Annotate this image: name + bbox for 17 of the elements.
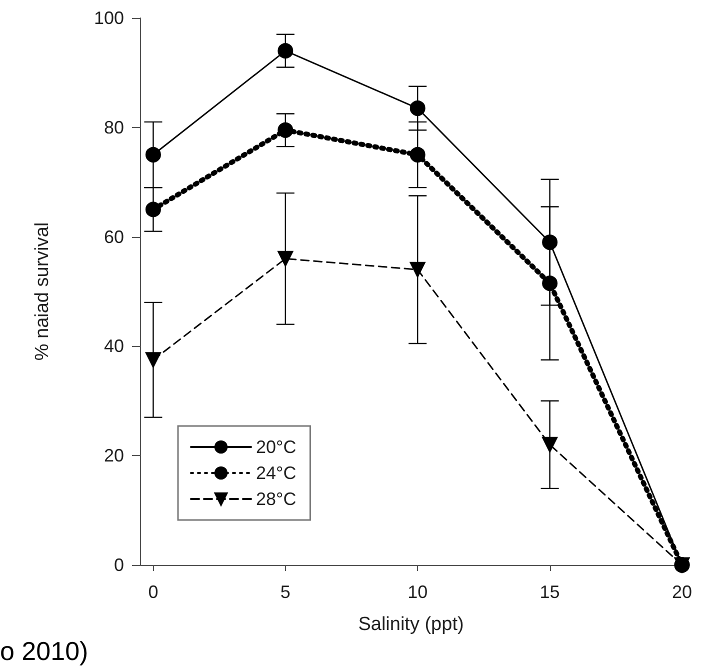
legend-label: 24°C bbox=[256, 463, 296, 483]
x-tick-label: 15 bbox=[540, 582, 560, 602]
x-tick-label: 5 bbox=[280, 582, 290, 602]
legend-label: 20°C bbox=[256, 437, 296, 457]
y-tick-label: 40 bbox=[104, 336, 124, 356]
y-tick-label: 20 bbox=[104, 446, 124, 466]
x-tick-label: 20 bbox=[672, 582, 692, 602]
x-axis-title: Salinity (ppt) bbox=[358, 614, 464, 635]
x-tick-label: 0 bbox=[148, 582, 158, 602]
text: o 2010) bbox=[0, 636, 88, 667]
y-tick-label: 0 bbox=[114, 555, 124, 575]
y-tick-label: 60 bbox=[104, 226, 124, 247]
legend-label: 28°C bbox=[256, 489, 296, 509]
x-tick-label: 10 bbox=[408, 582, 428, 602]
y-axis-title: % naiad survival bbox=[32, 222, 53, 361]
y-tick-label: 100 bbox=[94, 8, 124, 28]
y-tick-label: 80 bbox=[104, 117, 124, 138]
